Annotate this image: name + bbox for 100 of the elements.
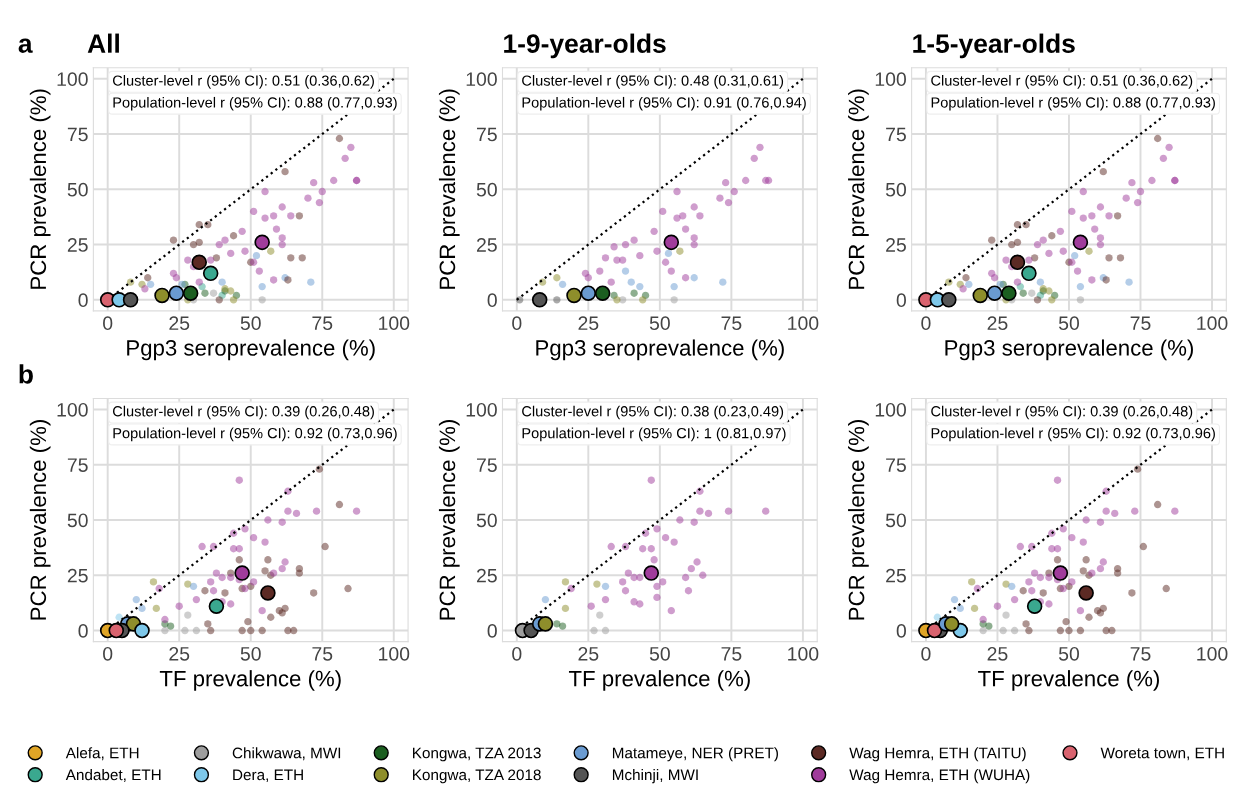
y-tick-label: 25 bbox=[67, 238, 88, 252]
y-tick-label: 50 bbox=[67, 513, 88, 528]
y-tick-label: 100 bbox=[57, 72, 88, 87]
x-tick-label: 50 bbox=[1058, 646, 1080, 661]
y-tick-label: 25 bbox=[67, 568, 88, 583]
annotation: Cluster-level r (95% CI): 0.51 (0.36,0.62) bbox=[113, 75, 374, 89]
x-tick-label: 100 bbox=[788, 646, 819, 661]
y-tick-label: 50 bbox=[476, 182, 497, 197]
y-tick-label: 75 bbox=[886, 127, 906, 142]
y-tick-label: 0 bbox=[896, 624, 906, 638]
annotation: Population-level r (95% CI): 0.91 (0.76,0.94) bbox=[522, 96, 806, 111]
annotation: Population-level r (95% CI): 1 (0.81,0.97) bbox=[522, 427, 786, 442]
y-tick-label: 25 bbox=[476, 238, 497, 252]
legend-label: Wag Hemra, ETH (WUHA) bbox=[849, 769, 1030, 784]
x-tick-label: 100 bbox=[379, 646, 410, 661]
x-axis-title: TF prevalence (%) bbox=[568, 670, 750, 691]
text: b bbox=[19, 364, 33, 384]
chart-title: 1-9-year-olds bbox=[504, 33, 666, 59]
x-tick-label: 0 bbox=[103, 316, 113, 331]
annotation: Population-level r (95% CI): 0.88 (0.77,0.93) bbox=[113, 96, 397, 111]
y-tick-label: 100 bbox=[875, 72, 906, 87]
y-tick-label: 25 bbox=[886, 568, 906, 583]
annotation: Cluster-level r (95% CI): 0.48 (0.31,0.61) bbox=[522, 75, 784, 89]
x-tick-label: 50 bbox=[649, 646, 670, 661]
y-tick-label: 75 bbox=[67, 127, 88, 142]
x-tick-label: 100 bbox=[1197, 316, 1228, 331]
legend-label: Alefa, ETH bbox=[65, 747, 139, 761]
x-tick-label: 75 bbox=[721, 647, 742, 661]
x-tick-label: 50 bbox=[649, 316, 670, 331]
x-tick-label: 25 bbox=[169, 316, 190, 331]
x-tick-label: 50 bbox=[240, 646, 261, 661]
y-tick-label: 75 bbox=[67, 458, 88, 472]
x-tick-label: 0 bbox=[103, 646, 113, 661]
annotation: Cluster-level r (95% CI): 0.39 (0.26,0.48) bbox=[113, 405, 374, 420]
x-tick-label: 0 bbox=[921, 646, 931, 661]
legend-label: Matameye, NER (PRET) bbox=[612, 747, 778, 762]
legend-label: Wag Hemra, ETH (TAITU) bbox=[849, 747, 1026, 762]
y-tick-label: 50 bbox=[885, 513, 906, 528]
x-tick-label: 75 bbox=[312, 647, 333, 661]
x-tick-label: 100 bbox=[1197, 646, 1228, 661]
y-tick-label: 0 bbox=[487, 293, 497, 308]
legend-label: Dera, ETH bbox=[233, 769, 303, 783]
x-tick-label: 0 bbox=[512, 316, 522, 331]
x-axis-title: Pgp3 seroprevalence (%) bbox=[127, 339, 375, 361]
y-tick-label: 50 bbox=[476, 513, 497, 528]
x-tick-label: 100 bbox=[788, 316, 819, 331]
x-tick-label: 75 bbox=[1130, 647, 1151, 661]
y-tick-label: 100 bbox=[466, 72, 497, 87]
y-tick-label: 100 bbox=[466, 402, 497, 417]
annotation: Population-level r (95% CI): 0.92 (0.73,0.96) bbox=[113, 427, 397, 442]
y-axis-title: PCR prevalence (%) bbox=[848, 89, 869, 289]
y-axis-title: PCR prevalence (%) bbox=[29, 89, 51, 289]
y-axis-title: PCR prevalence (%) bbox=[29, 420, 51, 620]
y-tick-label: 0 bbox=[487, 624, 497, 638]
y-axis-title: PCR prevalence (%) bbox=[438, 420, 460, 620]
legend-label: Kongwa, TZA 2018 bbox=[413, 769, 541, 784]
x-tick-label: 0 bbox=[512, 646, 522, 661]
x-tick-label: 100 bbox=[379, 316, 410, 331]
annotation: Cluster-level r (95% CI): 0.51 (0.36,0.62) bbox=[931, 75, 1193, 89]
y-tick-label: 50 bbox=[67, 182, 88, 197]
chart-title: 1-5-year-olds bbox=[913, 33, 1075, 59]
x-axis-title: Pgp3 seroprevalence (%) bbox=[536, 339, 784, 361]
y-tick-label: 75 bbox=[886, 458, 906, 472]
y-tick-label: 0 bbox=[78, 293, 88, 308]
y-tick-label: 0 bbox=[896, 293, 906, 308]
annotation: Population-level r (95% CI): 0.88 (0.77,0.93) bbox=[931, 96, 1215, 111]
x-tick-label: 75 bbox=[721, 316, 742, 331]
y-axis-title: PCR prevalence (%) bbox=[848, 420, 869, 620]
y-tick-label: 0 bbox=[78, 624, 88, 638]
x-axis-title: TF prevalence (%) bbox=[978, 670, 1159, 691]
legend-label: Woreta town, ETH bbox=[1100, 747, 1224, 761]
x-tick-label: 25 bbox=[169, 646, 190, 661]
chart-title: All bbox=[87, 33, 119, 53]
x-tick-label: 75 bbox=[312, 316, 333, 331]
y-tick-label: 100 bbox=[875, 402, 906, 417]
x-tick-label: 25 bbox=[578, 316, 599, 331]
x-tick-label: 75 bbox=[1130, 316, 1151, 331]
x-tick-label: 0 bbox=[921, 316, 931, 331]
y-tick-label: 100 bbox=[57, 402, 88, 417]
x-tick-label: 50 bbox=[240, 316, 261, 331]
y-tick-label: 75 bbox=[477, 458, 497, 472]
x-tick-label: 25 bbox=[578, 646, 599, 661]
x-tick-label: 25 bbox=[987, 316, 1008, 331]
annotation: Cluster-level r (95% CI): 0.38 (0.23,0.49) bbox=[522, 405, 784, 420]
text: a bbox=[18, 38, 33, 53]
x-tick-label: 50 bbox=[1058, 316, 1080, 331]
y-tick-label: 50 bbox=[885, 182, 906, 197]
x-axis-title: TF prevalence (%) bbox=[159, 670, 341, 691]
x-tick-label: 25 bbox=[987, 646, 1008, 661]
annotation: Population-level r (95% CI): 0.92 (0.73,0.96) bbox=[931, 427, 1215, 442]
legend-label: Kongwa, TZA 2013 bbox=[413, 747, 541, 762]
annotation: Cluster-level r (95% CI): 0.39 (0.26,0.48) bbox=[931, 405, 1193, 420]
y-axis-title: PCR prevalence (%) bbox=[438, 89, 460, 289]
y-tick-label: 25 bbox=[476, 568, 497, 583]
legend-label: Andabet, ETH bbox=[65, 769, 161, 783]
legend-label: Chikwawa, MWI bbox=[232, 747, 341, 761]
legend-label: Mchinji, MWI bbox=[612, 769, 698, 784]
y-tick-label: 25 bbox=[886, 238, 906, 252]
y-tick-label: 75 bbox=[477, 127, 497, 142]
x-axis-title: Pgp3 seroprevalence (%) bbox=[945, 339, 1193, 361]
